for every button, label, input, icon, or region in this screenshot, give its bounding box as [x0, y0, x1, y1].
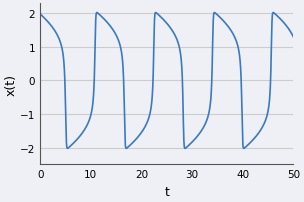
X-axis label: t: t — [164, 185, 169, 198]
Y-axis label: x(t): x(t) — [4, 74, 17, 95]
